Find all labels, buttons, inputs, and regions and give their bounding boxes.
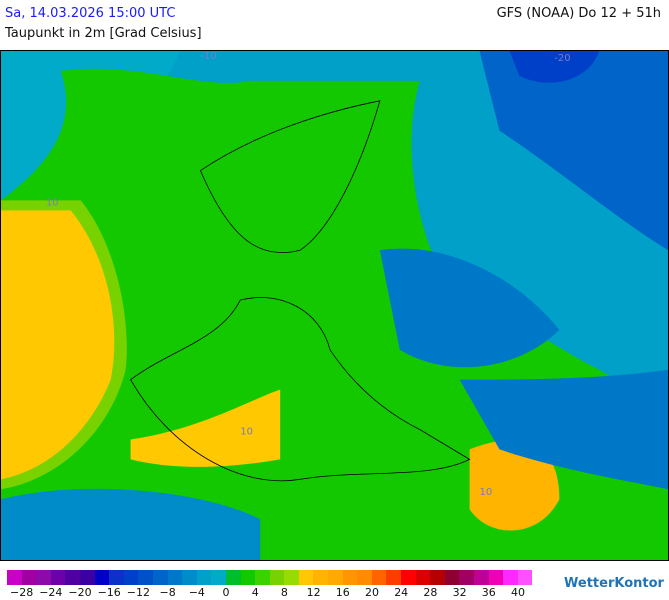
legend-tick-label: −12 — [126, 586, 150, 599]
field-darkblue-north — [509, 51, 600, 83]
legend-tick-label: 40 — [511, 586, 525, 599]
field-blue-sahara — [1, 488, 261, 560]
legend-swatch — [79, 570, 95, 585]
legend-swatch — [65, 570, 80, 585]
legend-swatch — [298, 570, 314, 585]
coastline-scandinavia — [199, 100, 381, 254]
dewpoint-map[interactable]: -10 -20 10 10 10 — [0, 50, 669, 561]
contour-label: -10 — [200, 51, 216, 62]
legend-swatch — [401, 570, 416, 585]
valid-time: Sa, 14.03.2026 15:00 UTC — [5, 6, 176, 21]
legend-swatch — [7, 570, 22, 585]
legend-tick-label: 20 — [365, 586, 379, 599]
legend-swatch — [109, 570, 124, 585]
legend-swatch — [138, 570, 153, 585]
legend-swatch — [255, 570, 270, 585]
legend-swatch — [240, 570, 256, 585]
wetterkontor-logo: WetterKontor — [564, 576, 664, 591]
legend-swatch — [503, 570, 518, 585]
legend-swatch — [182, 570, 197, 585]
legend-swatch — [123, 570, 139, 585]
legend-tick-label: −16 — [97, 586, 121, 599]
legend-swatch — [342, 570, 358, 585]
color-legend — [7, 570, 533, 585]
field-yellow-med — [130, 389, 281, 467]
legend-tick-label: −4 — [188, 586, 205, 599]
legend-swatch — [357, 570, 372, 585]
legend-swatch — [430, 570, 445, 585]
legend-swatch — [152, 570, 168, 585]
contour-label: 10 — [240, 426, 253, 437]
legend-tick-label: 28 — [423, 586, 438, 599]
field-blue-turkey — [459, 369, 668, 490]
legend-swatch — [167, 570, 183, 585]
legend-swatch — [50, 570, 66, 585]
legend-ticks: −28 −24 −20 −16 −12 −8 −4 0 4 8 12 16 20 24 28 32 36 40 — [7, 586, 533, 600]
legend-swatch — [517, 570, 533, 585]
legend-swatch — [269, 570, 285, 585]
legend-tick-label: 4 — [251, 586, 259, 599]
legend-swatch — [371, 570, 387, 585]
legend-tick-label: −20 — [68, 586, 92, 599]
legend-swatch — [444, 570, 460, 585]
legend-tick-label: 12 — [306, 586, 321, 599]
legend-swatch — [313, 570, 329, 585]
legend-tick-label: 0 — [222, 586, 230, 599]
field-yellow-atlantic — [1, 210, 115, 480]
legend-swatch — [21, 570, 37, 585]
legend-swatch — [284, 570, 299, 585]
model-run: GFS (NOAA) Do 12 + 51h — [496, 6, 661, 21]
legend-swatch — [211, 570, 226, 585]
legend-tick-label: −28 — [9, 586, 34, 599]
legend-swatch — [415, 570, 431, 585]
contour-label: -20 — [554, 53, 570, 64]
legend-swatch — [459, 570, 474, 585]
parameter-label: Taupunkt in 2m [Grad Celsius] — [5, 26, 202, 41]
legend-tick-label: −8 — [159, 586, 176, 599]
field-blue-east — [379, 248, 560, 368]
legend-swatch — [474, 570, 489, 585]
legend-swatch — [488, 570, 504, 585]
legend-tick-label: 16 — [335, 586, 350, 599]
legend-tick-label: 36 — [481, 586, 496, 599]
coastline-europe — [130, 297, 471, 482]
legend-swatch — [386, 570, 402, 585]
legend-swatch — [94, 570, 110, 585]
legend-tick-label: 32 — [452, 586, 467, 599]
legend-swatch — [196, 570, 212, 585]
contour-label: 10 — [46, 197, 59, 208]
field-blue-russia — [479, 51, 668, 251]
legend-swatch — [36, 570, 51, 585]
legend-swatch — [328, 570, 343, 585]
legend-tick-label: 24 — [394, 586, 409, 599]
legend-tick-label: −24 — [39, 586, 63, 599]
field-orange-egypt — [469, 440, 560, 531]
legend-tick-label: 8 — [280, 586, 288, 599]
legend-swatch — [225, 570, 241, 585]
contour-label: 10 — [480, 487, 493, 498]
